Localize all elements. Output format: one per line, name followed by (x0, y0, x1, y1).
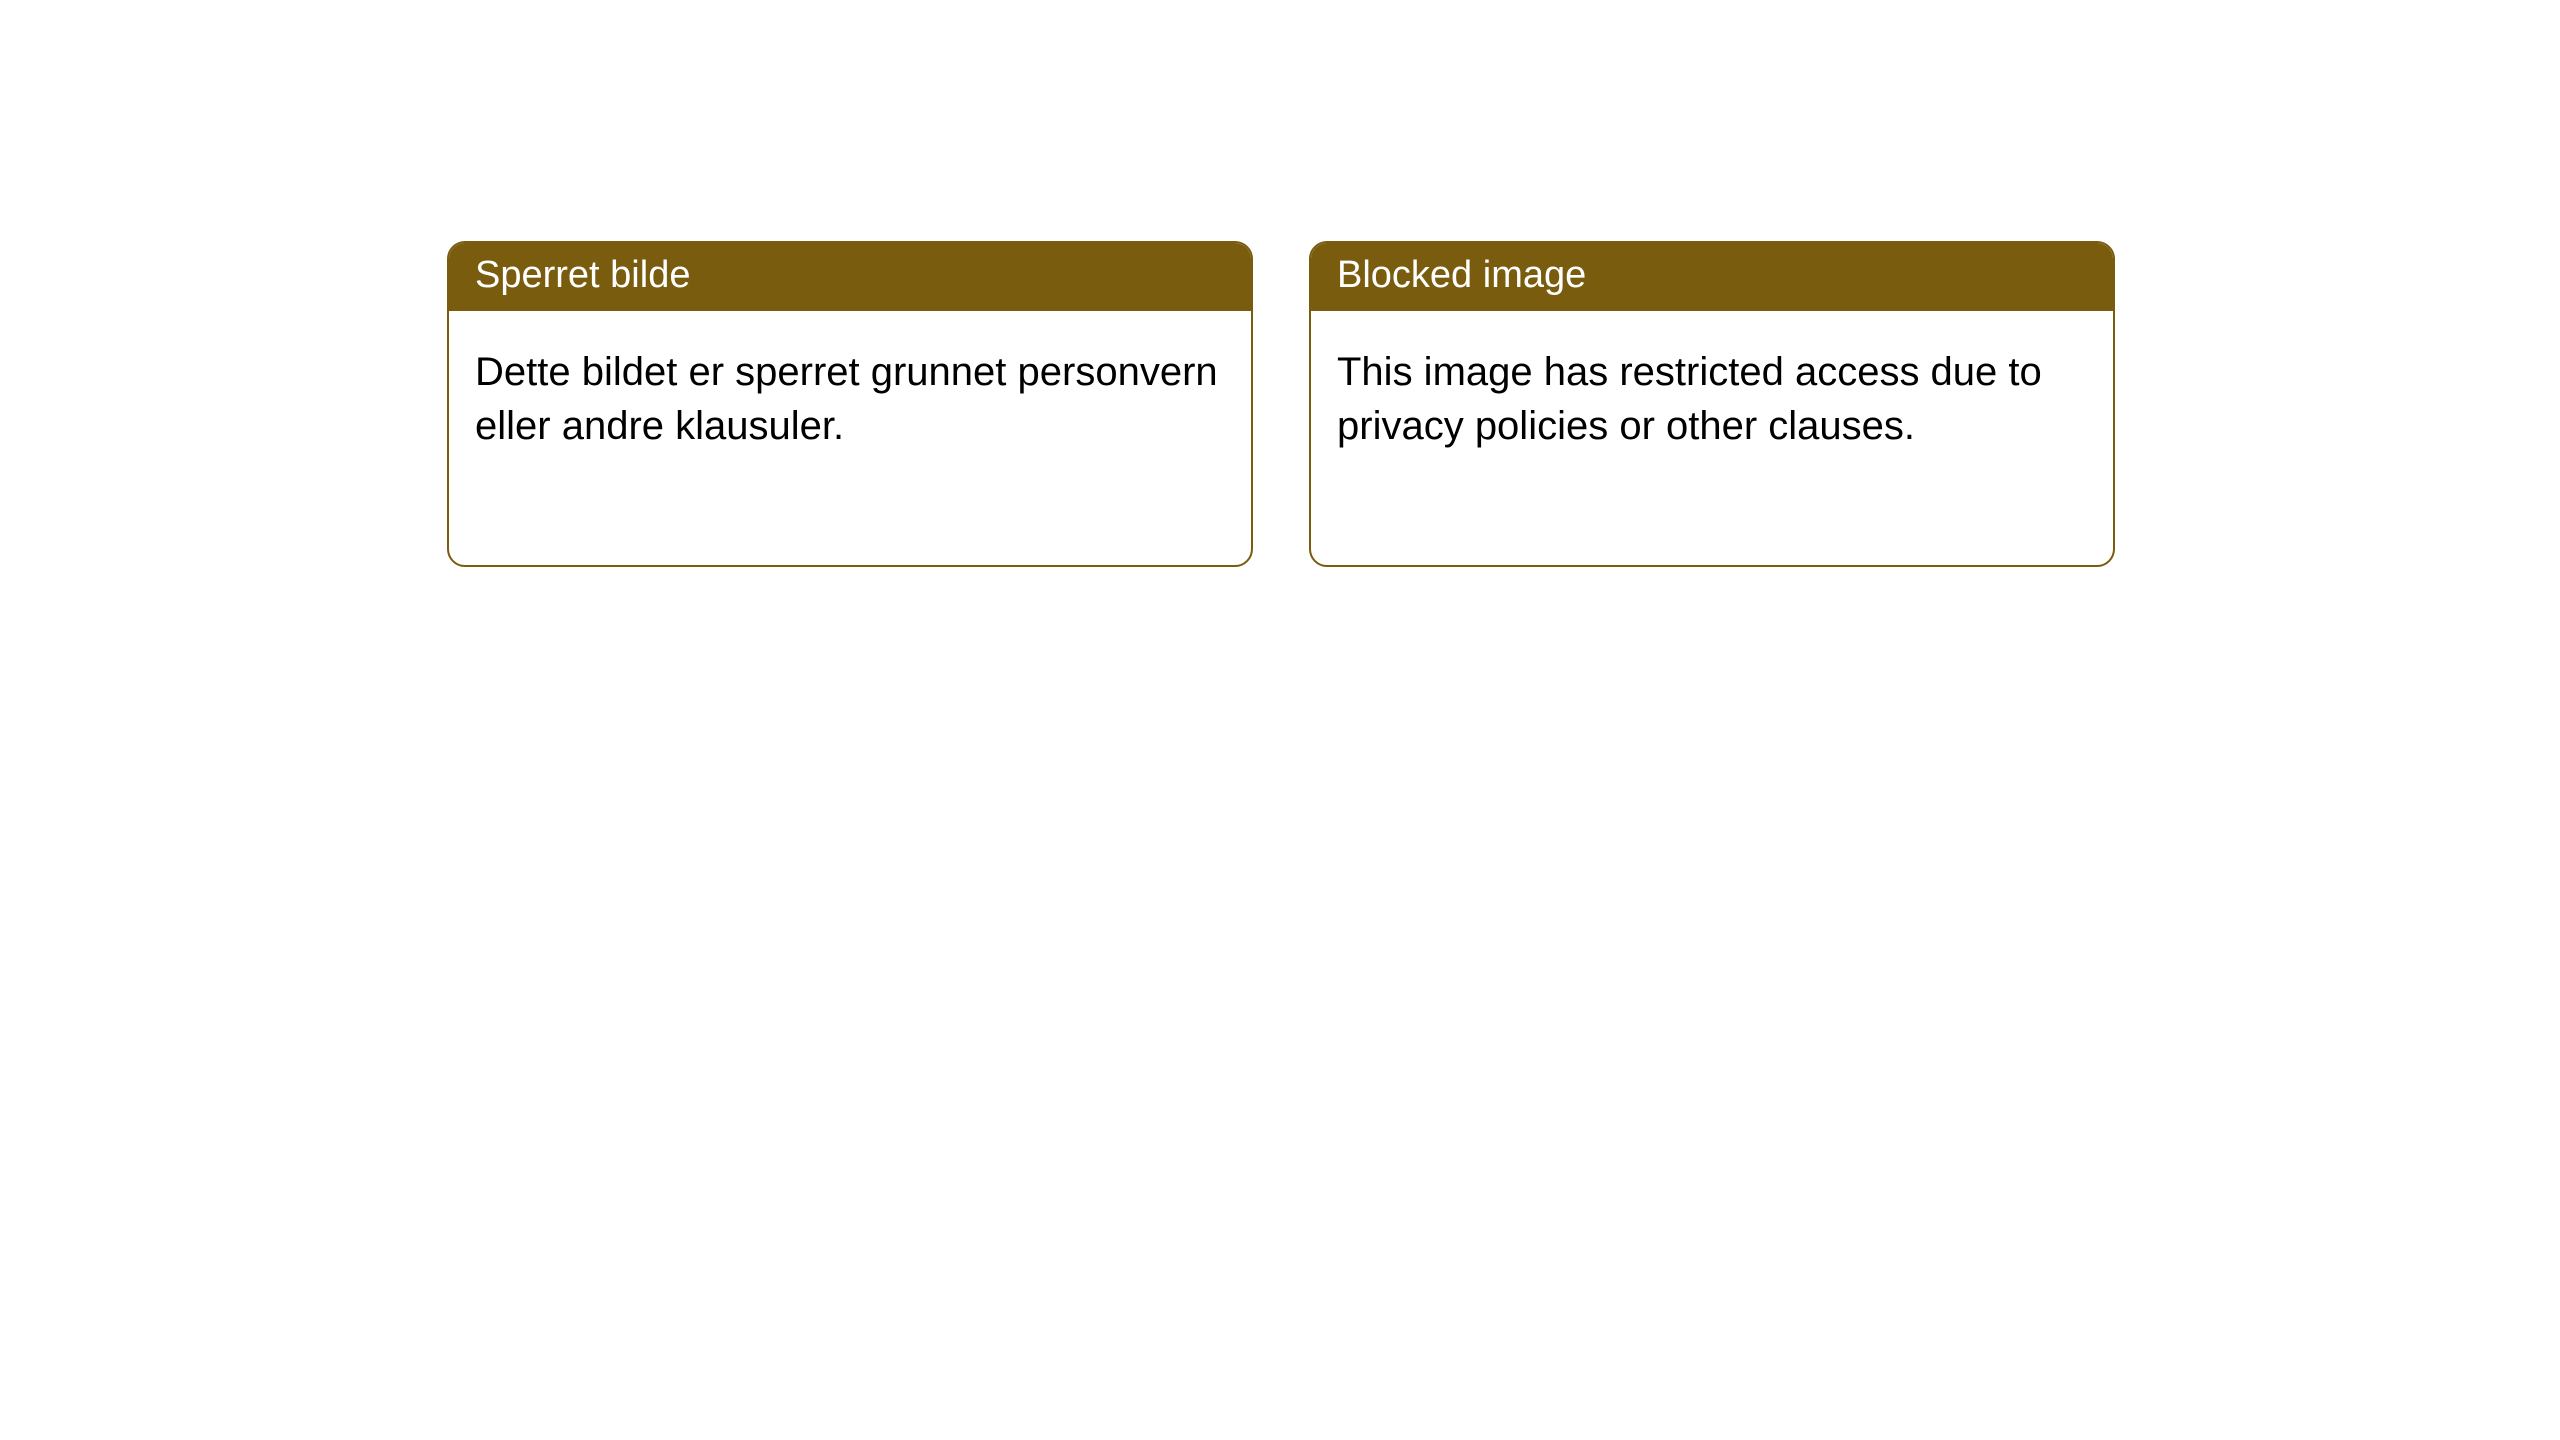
notice-header-nb: Sperret bilde (449, 243, 1251, 311)
notice-body-nb: Dette bildet er sperret grunnet personve… (449, 311, 1251, 565)
notice-title-en: Blocked image (1337, 254, 1586, 296)
notice-body-text-nb: Dette bildet er sperret grunnet personve… (475, 350, 1218, 448)
notice-body-en: This image has restricted access due to … (1311, 311, 2113, 565)
notice-header-en: Blocked image (1311, 243, 2113, 311)
notice-box-en: Blocked image This image has restricted … (1309, 241, 2115, 567)
notice-title-nb: Sperret bilde (475, 254, 690, 296)
notice-container: Sperret bilde Dette bildet er sperret gr… (447, 241, 2115, 567)
notice-body-text-en: This image has restricted access due to … (1337, 350, 2042, 448)
notice-box-nb: Sperret bilde Dette bildet er sperret gr… (447, 241, 1253, 567)
